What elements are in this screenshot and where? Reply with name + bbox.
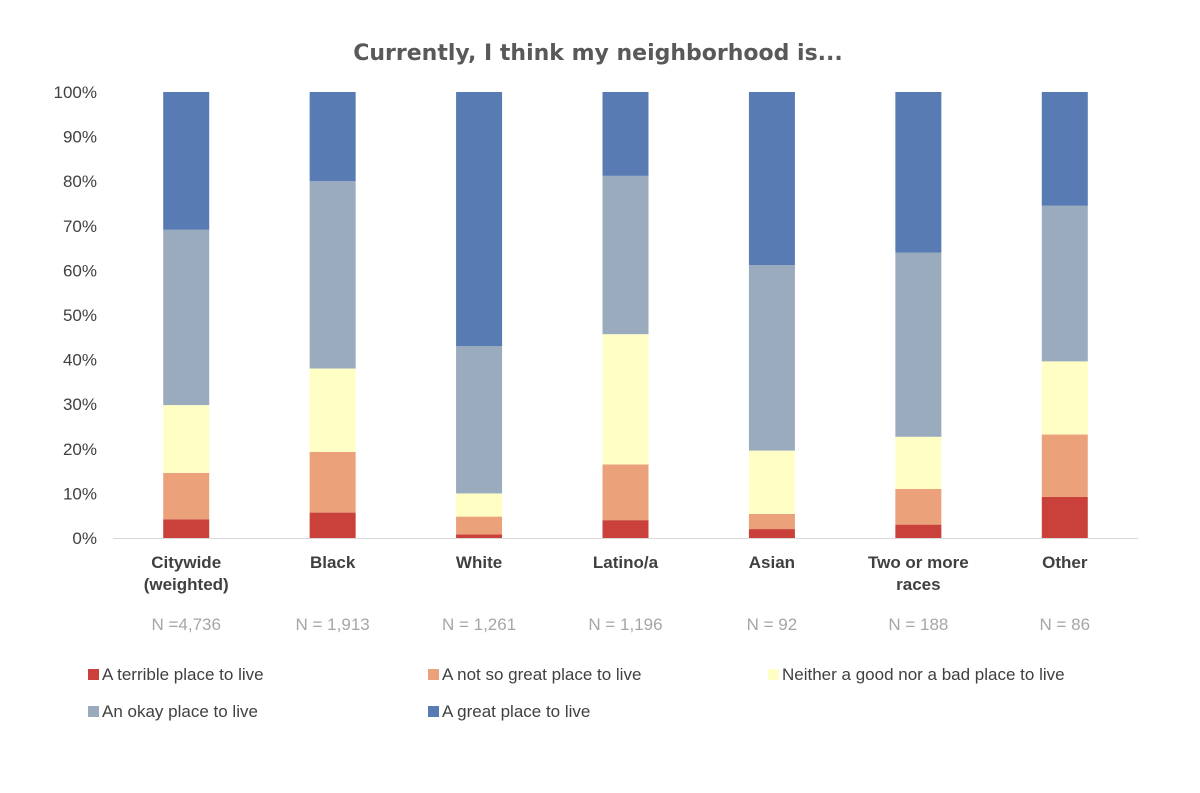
sample-size-label: N = 86 — [1040, 615, 1091, 634]
sample-size-label: N = 188 — [888, 615, 948, 634]
bar-segment — [163, 472, 210, 520]
legend-item: A not so great place to live — [428, 665, 641, 684]
bar-segment — [1041, 361, 1088, 435]
y-tick-label: 10% — [63, 484, 97, 503]
bar-segment — [748, 92, 795, 266]
bar-segment — [895, 92, 942, 253]
y-axis: 0% 10% 20% 30% 40% 50% 60% 70% 80% 90% 100% — [54, 83, 97, 548]
y-tick-label: 0% — [72, 529, 97, 548]
bar-series — [163, 92, 1088, 538]
bar-segment — [309, 368, 356, 452]
y-tick-label: 40% — [63, 351, 97, 370]
legend-item: An okay place to live — [88, 702, 258, 721]
bar-segment — [602, 334, 649, 465]
bar-segment — [456, 493, 503, 517]
bar-segment — [1041, 496, 1088, 538]
x-category-label: Two or more races — [868, 553, 969, 594]
bar-segment — [1041, 92, 1088, 206]
legend-swatch — [428, 706, 439, 717]
y-tick-label: 30% — [63, 395, 97, 414]
bar-segment — [602, 92, 649, 176]
bar-segment — [748, 529, 795, 538]
x-category-label: Other — [1042, 553, 1088, 572]
legend-swatch — [768, 669, 779, 680]
bar-segment — [1041, 434, 1088, 497]
legend-label: Neither a good nor a bad place to live — [782, 665, 1065, 684]
bar-segment — [309, 92, 356, 182]
bar-segment — [456, 534, 503, 538]
bar-segment — [895, 524, 942, 538]
bar-segment — [748, 450, 795, 514]
x-category-label: Black — [310, 553, 356, 572]
bar-segment — [163, 92, 210, 230]
x-category-label: Asian — [749, 553, 795, 572]
legend-label: A terrible place to live — [102, 665, 264, 684]
bar-segment — [1041, 205, 1088, 362]
chart-title: Currently, I think my neighborhood is... — [353, 41, 843, 66]
sample-size-labels: N =4,736 N = 1,913 N = 1,261 N = 1,196 N = 9… — [151, 615, 1090, 634]
x-axis-categories: Citywide (weighted) Black White Latino/a Asia… — [144, 553, 1088, 594]
bar-segment — [895, 252, 942, 437]
y-tick-label: 50% — [63, 306, 97, 325]
legend-swatch — [428, 669, 439, 680]
bar-segment — [456, 516, 503, 535]
y-tick-label: 20% — [63, 440, 97, 459]
y-tick-label: 90% — [63, 128, 97, 147]
bar-segment — [748, 513, 795, 530]
legend-item: A great place to live — [428, 702, 590, 721]
bar-segment — [309, 512, 356, 538]
bar-segment — [309, 451, 356, 513]
bar-segment — [602, 175, 649, 335]
bar-segment — [895, 488, 942, 525]
legend-item: A terrible place to live — [88, 665, 264, 684]
y-tick-label: 70% — [63, 217, 97, 236]
y-tick-label: 60% — [63, 261, 97, 280]
y-tick-label: 100% — [54, 83, 97, 102]
legend: A terrible place to live A not so great p… — [88, 665, 1065, 721]
bar-segment — [309, 181, 356, 369]
bar-segment — [163, 229, 210, 406]
sample-size-label: N = 1,261 — [442, 615, 516, 634]
bar-segment — [456, 92, 503, 347]
x-category-label: Latino/a — [593, 553, 659, 572]
legend-label: An okay place to live — [102, 702, 258, 721]
bar-segment — [602, 520, 649, 538]
bar-segment — [895, 436, 942, 489]
bar-segment — [748, 265, 795, 451]
x-category-label: Citywide (weighted) — [144, 553, 229, 594]
legend-item: Neither a good nor a bad place to live — [768, 665, 1065, 684]
legend-swatch — [88, 669, 99, 680]
sample-size-label: N =4,736 — [151, 615, 220, 634]
legend-swatch — [88, 706, 99, 717]
sample-size-label: N = 92 — [747, 615, 798, 634]
sample-size-label: N = 1,913 — [296, 615, 370, 634]
sample-size-label: N = 1,196 — [588, 615, 662, 634]
y-tick-label: 80% — [63, 172, 97, 191]
bar-segment — [602, 464, 649, 521]
bar-segment — [456, 346, 503, 494]
legend-label: A great place to live — [442, 702, 590, 721]
bar-segment — [163, 519, 210, 538]
legend-label: A not so great place to live — [442, 665, 641, 684]
x-category-label: White — [456, 553, 502, 572]
bar-segment — [163, 405, 210, 473]
